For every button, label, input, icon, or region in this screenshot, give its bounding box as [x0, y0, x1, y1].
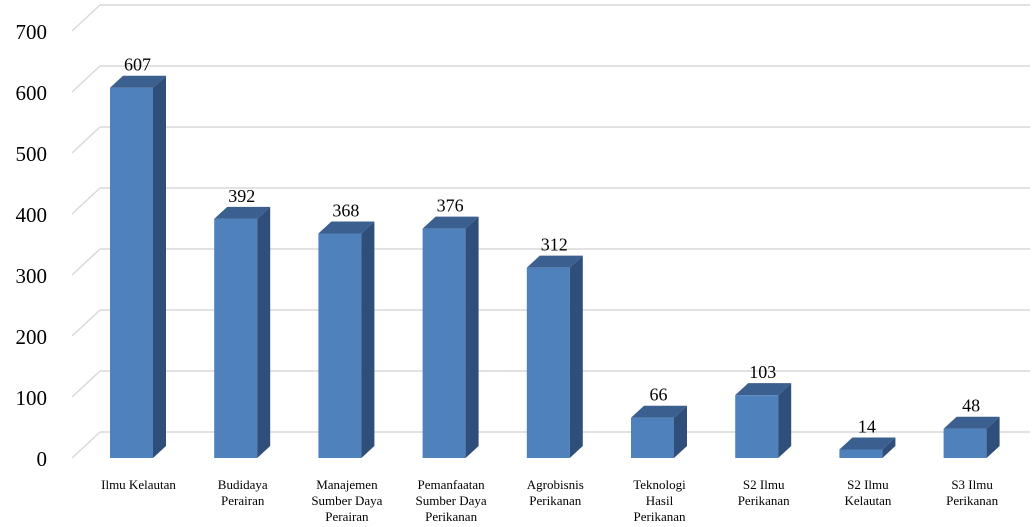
bar-5 [631, 405, 687, 458]
x-tick-label-line: Perikanan [634, 509, 686, 524]
data-label: 368 [332, 201, 359, 221]
x-tick-label-line: S2 Ilmu [847, 477, 889, 492]
x-tick-label-line: Budidaya [218, 477, 268, 492]
bar-side [882, 437, 896, 458]
bar-front [526, 267, 570, 458]
bar-front [110, 87, 153, 458]
bar-4 [526, 255, 583, 458]
bar-front [214, 218, 258, 458]
x-tick-label-line: Sumber Daya [311, 493, 382, 508]
bar-side [257, 206, 271, 458]
bar-front [839, 449, 883, 458]
x-tick-label: S2 Ilmu Kelautan [844, 477, 891, 508]
x-tick-label: Teknologi Hasil Perikanan [633, 477, 686, 524]
x-tick-label-line: Manajemen [316, 477, 378, 492]
data-label: 14 [858, 416, 876, 436]
bar-1 [214, 206, 271, 458]
bar-2 [318, 221, 375, 458]
data-label: 607 [124, 55, 151, 75]
data-label: 312 [541, 235, 568, 255]
x-tick-label-line: Perairan [221, 493, 265, 508]
bar-top [631, 405, 687, 418]
y-tick-label: 0 [37, 447, 48, 471]
bar-front [631, 417, 674, 458]
x-tick-label: Ilmu Kelautan [101, 477, 176, 492]
gridline-diagonal-200 [71, 309, 101, 337]
bar-side [569, 255, 583, 458]
gridline-diagonal-400 [71, 187, 101, 215]
y-tick-label: 700 [16, 20, 48, 44]
x-tick-label-line: Agrobisnis [527, 477, 584, 492]
gridline-diagonal-500 [71, 126, 101, 154]
x-tick-label-line: S2 Ilmu [743, 477, 785, 492]
bar-6 [735, 383, 792, 458]
bar-side [153, 75, 166, 458]
bar-3 [422, 216, 479, 458]
bar-0 [110, 75, 166, 458]
data-label: 48 [962, 396, 980, 416]
y-tick-label: 300 [16, 264, 48, 288]
bar-top [735, 383, 792, 396]
x-tick-label: Agrobisnis Perikanan [527, 477, 584, 508]
bar-top [839, 437, 896, 450]
x-tick-label: Budidaya Perairan [218, 477, 268, 508]
bars [110, 75, 1000, 458]
bar-side [778, 383, 792, 458]
bar-front [943, 428, 987, 458]
x-tick-label-line: Perikanan [425, 509, 477, 524]
x-tick-label: Manajemen Sumber Daya Perairan [311, 477, 382, 524]
gridline-diagonal-600 [71, 65, 101, 93]
gridline-diagonal-300 [71, 248, 101, 276]
data-label: 103 [749, 362, 776, 382]
x-tick-label-line: Sumber Daya [416, 493, 487, 508]
data-label: 66 [650, 385, 668, 405]
bar-8 [943, 416, 1000, 458]
bar-top [943, 416, 1000, 429]
gridline-diagonal-700 [71, 4, 101, 32]
x-tick-label-line: Perikanan [738, 493, 790, 508]
gridline-diagonal-100 [71, 370, 101, 398]
x-tick-label-line: S3 Ilmu [951, 477, 993, 492]
bar-top [110, 75, 166, 88]
bar-7 [839, 437, 896, 458]
x-tick-label-line: Ilmu Kelautan [101, 477, 176, 492]
x-tick-label: Pemanfaatan Sumber Daya Perikanan [416, 477, 487, 524]
x-tick-label-line: Perikanan [946, 493, 998, 508]
bar-side [361, 221, 375, 458]
x-tick-label-line: Pemanfaatan [418, 477, 486, 492]
x-tick-label-line: Perairan [325, 509, 369, 524]
bar-side [465, 216, 479, 458]
bar-top [214, 206, 271, 219]
y-axis-ticks: 0 100 200 300 400 500 600 700 [16, 20, 48, 471]
bar-top [526, 255, 583, 268]
x-tick-label: S2 Ilmu Perikanan [738, 477, 790, 508]
x-tick-label-line: Hasil [646, 493, 674, 508]
bar-front [318, 233, 362, 458]
bar-side [674, 405, 687, 458]
y-tick-label: 400 [16, 203, 48, 227]
y-tick-label: 100 [16, 386, 48, 410]
y-tick-label: 200 [16, 325, 48, 349]
x-tick-label-line: Kelautan [844, 493, 891, 508]
y-tick-label: 500 [16, 142, 48, 166]
data-label: 376 [437, 196, 464, 216]
x-tick-label-line: Teknologi [633, 477, 686, 492]
bar-top [422, 216, 479, 229]
bar-front [735, 395, 779, 458]
bar-side [986, 416, 1000, 458]
data-labels: 607 392 368 376 312 66 103 14 48 [124, 55, 980, 437]
bar-front [422, 228, 466, 458]
data-label: 392 [228, 186, 255, 206]
x-tick-label-line: Perikanan [529, 493, 581, 508]
y-tick-label: 600 [16, 81, 48, 105]
x-tick-label: S3 Ilmu Perikanan [946, 477, 998, 508]
gridline-diagonal-0 [71, 431, 101, 459]
bar-top [318, 221, 375, 234]
